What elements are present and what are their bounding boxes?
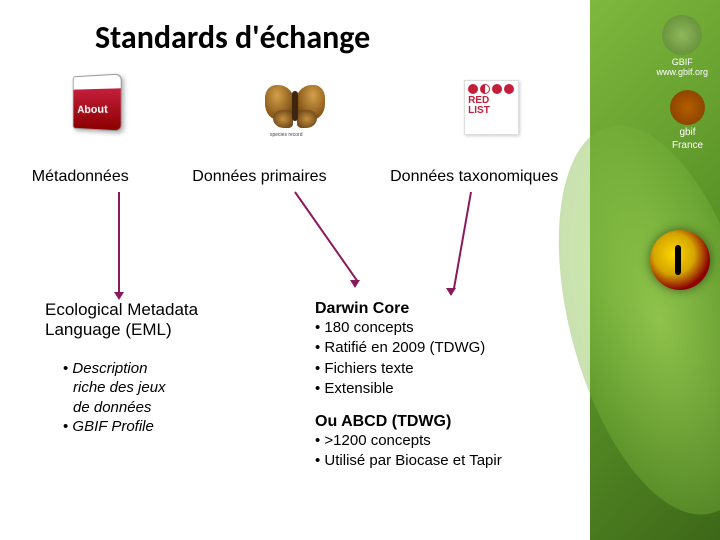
darwin-title: Darwin Core <box>315 300 585 318</box>
gbif-logo-text: GBIF <box>656 57 708 67</box>
label-taxonomic: Données taxonomiques <box>390 168 558 186</box>
labels-row: Métadonnées Données primaires Données ta… <box>0 168 590 186</box>
gbif-logo: GBIF www.gbif.org <box>656 15 708 77</box>
circle-icon <box>670 90 705 125</box>
darwin-bullet-3: Fichiers texte <box>315 359 585 379</box>
butterfly-icon-box: species record <box>257 70 332 145</box>
butterfly-caption: species record <box>270 133 303 139</box>
gecko-background <box>590 0 720 540</box>
eml-bullet-3: de données <box>73 398 245 418</box>
connector-arrow-1 <box>118 192 120 282</box>
darwin-bullet-4: Extensible <box>315 379 585 399</box>
darwin-bullet-1: 180 concepts <box>315 318 585 338</box>
redlist-icon-box: RED LIST <box>454 70 529 145</box>
label-metadata: Métadonnées <box>32 168 129 186</box>
eml-block: Ecological Metadata Language (EML) Descr… <box>45 300 245 437</box>
icons-row: species record RED LIST <box>0 70 590 145</box>
eml-bullet-2: riche des jeux <box>73 378 245 398</box>
about-book-icon <box>71 75 126 140</box>
abcd-title: Ou ABCD (TDWG) <box>315 413 585 431</box>
gbif-france-sub: France <box>670 140 705 151</box>
globe-icon <box>662 15 702 55</box>
gbif-france-logo: gbif France <box>670 90 705 151</box>
darwin-bullet-2: Ratifié en 2009 (TDWG) <box>315 338 585 358</box>
connector-arrow-2 <box>294 192 296 282</box>
abcd-bullet-1: >1200 concepts <box>315 431 585 451</box>
gbif-france-text: gbif <box>670 127 705 138</box>
connector-arrow-3 <box>470 192 472 282</box>
label-primary: Données primaires <box>192 168 326 186</box>
butterfly-specimen-icon: species record <box>260 83 330 133</box>
redlist-text2: LIST <box>468 106 515 116</box>
eml-title: Ecological Metadata Language (EML) <box>45 300 245 341</box>
darwin-bullets: 180 concepts Ratifié en 2009 (TDWG) Fich… <box>315 318 585 399</box>
eml-bullets: Description riche des jeux de données GB… <box>63 359 245 437</box>
eml-bullet-1: Description <box>63 359 245 379</box>
iucn-redlist-icon: RED LIST <box>464 80 519 135</box>
gbif-logo-url: www.gbif.org <box>656 67 708 77</box>
eml-bullet-4: GBIF Profile <box>63 417 245 437</box>
slide-title: Standards d'échange <box>95 18 370 57</box>
abcd-bullets: >1200 concepts Utilisé par Biocase et Ta… <box>315 431 585 472</box>
darwin-abcd-block: Darwin Core 180 concepts Ratifié en 2009… <box>315 300 585 472</box>
abcd-bullet-2: Utilisé par Biocase et Tapir <box>315 451 585 471</box>
gecko-eye-icon <box>650 230 710 290</box>
about-icon-box <box>61 70 136 145</box>
